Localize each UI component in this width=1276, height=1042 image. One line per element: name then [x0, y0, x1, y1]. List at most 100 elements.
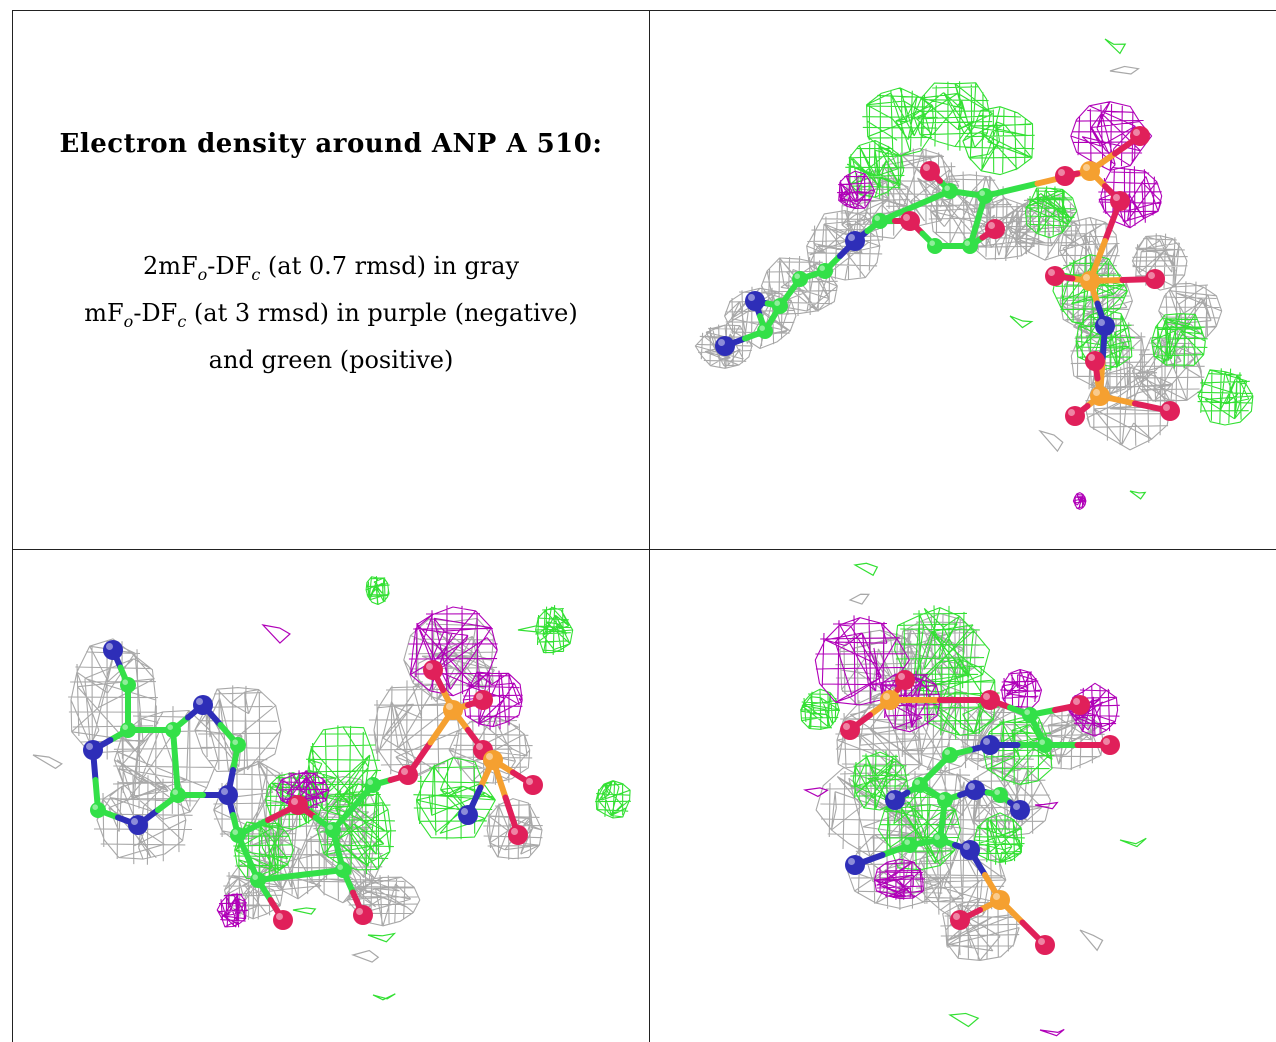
anp-view-1-atom-nitrogen-5	[845, 231, 865, 251]
anp-view-3-atom-nitrogen-13	[965, 780, 985, 800]
anp-view-2-atom-nitrogen-3	[83, 740, 103, 760]
density-view-3-drawing	[799, 562, 1147, 1037]
anp-view-2-atom-carbon-2	[120, 722, 136, 738]
caption-title: Electron density around ANP A 510:	[59, 129, 603, 159]
anp-view-2-atom-oxygen-13	[288, 795, 308, 815]
density-fragment-3b	[1079, 929, 1104, 952]
anp-view-1-atom-carbon-10	[962, 238, 978, 254]
density-fragment-3f	[948, 1012, 980, 1028]
density-fragment-1c	[1129, 490, 1147, 500]
anp-view-1-atom-oxygen-11	[985, 219, 1005, 239]
density-fragment-1e	[1104, 38, 1127, 55]
density-2fofc-mesh-2	[68, 615, 543, 927]
anp-view-2-atom-carbon-14	[325, 822, 341, 838]
density-positive-mesh-1	[845, 81, 1254, 426]
anp-view-3-atom-phosphorus-20	[990, 890, 1010, 910]
left-border	[12, 10, 13, 1042]
anp-view-3-atom-carbon-12	[937, 792, 953, 808]
density-fragment-2c	[367, 932, 397, 943]
anp-view-1-atom-carbon-14	[942, 183, 958, 199]
anp-view-2-atom-carbon-18	[365, 777, 381, 793]
anp-view-1-atom-oxygen-17	[1110, 191, 1130, 211]
anp-view-1-atom-oxygen-16	[1130, 126, 1150, 146]
anp-view-2-atom-nitrogen-10	[218, 785, 238, 805]
anp-view-1-atom-nitrogen-1	[745, 291, 765, 311]
density-negative-mesh-1	[837, 101, 1163, 510]
anp-view-1-atom-carbon-9	[927, 238, 943, 254]
anp-view-1-atom-oxygen-25	[1160, 401, 1180, 421]
density-fragment-3c	[802, 787, 829, 798]
vertical-divider	[649, 10, 650, 1042]
anp-view-2-atom-carbon-15	[335, 862, 351, 878]
anp-view-3-atom-phosphorus-0	[880, 690, 900, 710]
anp-view-3-atom-carbon-14	[992, 787, 1008, 803]
anp-view-3-atom-oxygen-7	[1070, 695, 1090, 715]
anp-view-1-atom-oxygen-24	[1065, 406, 1085, 426]
anp-view-3-atom-oxygen-6	[1100, 735, 1120, 755]
anp-view-1-atom-oxygen-13	[920, 161, 940, 181]
anp-view-1-atom-phosphorus-23	[1090, 386, 1110, 406]
anp-view-3-atom-carbon-10	[912, 777, 928, 793]
anp-view-3-atom-nitrogen-19	[845, 855, 865, 875]
caption-legend: 2mFo-DFc (at 0.7 rmsd) in gray mFo-DFc (…	[13, 247, 649, 380]
anp-view-1-bond-16a	[982, 180, 1041, 199]
caption-panel: Electron density around ANP A 510: 2mFo-…	[13, 11, 649, 549]
anp-view-1-atom-nitrogen-0	[715, 336, 735, 356]
anp-view-2-atom-carbon-6	[170, 787, 186, 803]
anp-view-2-atom-phosphorus-20	[443, 700, 463, 720]
anp-view-1-atom-carbon-4	[772, 298, 788, 314]
anp-view-1-atom-oxygen-21	[1045, 266, 1065, 286]
density-fragment-3h	[853, 562, 879, 577]
density-view-1-drawing	[694, 38, 1254, 510]
density-fragment-1a	[1109, 65, 1140, 75]
anp-view-2-atom-oxygen-22	[423, 660, 443, 680]
anp-view-1-atom-oxygen-8	[900, 211, 920, 231]
legend-line-colors: and green (positive)	[208, 345, 454, 374]
anp-view-1-atom-carbon-6	[817, 263, 833, 279]
figure-grid: Electron density around ANP A 510: 2mFo-…	[12, 10, 1276, 1042]
density-fragment-1b	[1038, 429, 1064, 453]
density-fragment-3d	[1034, 801, 1059, 810]
density-fragment-1d	[1009, 315, 1034, 329]
anp-view-1-atom-oxygen-26	[1085, 351, 1105, 371]
anp-view-3-atom-carbon-18	[902, 837, 918, 853]
anp-view-2-atom-oxygen-19	[398, 765, 418, 785]
anp-view-2-atom-nitrogen-26	[458, 805, 478, 825]
anp-view-2-atom-oxygen-27	[508, 825, 528, 845]
anp-view-3-atom-carbon-16	[932, 832, 948, 848]
anp-view-3-atom-oxygen-22	[1035, 935, 1055, 955]
anp-view-2-atom-carbon-7	[165, 722, 181, 738]
anp-view-2-atom-phosphorus-24	[483, 750, 503, 770]
anp-view-2-atom-carbon-12	[250, 872, 266, 888]
anp-view-2-atom-oxygen-25	[523, 775, 543, 795]
legend-line-2fofc: 2mFo-DFc (at 0.7 rmsd) in gray	[142, 252, 520, 284]
density-view-3	[650, 550, 1276, 1042]
density-view-2	[13, 550, 649, 1042]
anp-view-1-atom-carbon-3	[792, 271, 808, 287]
anp-view-2-atom-carbon-11	[230, 827, 246, 843]
anp-view-3-atom-carbon-5	[1037, 737, 1053, 753]
anp-view-3-atom-nitrogen-17	[960, 840, 980, 860]
anp-view-2-atom-carbon-1	[120, 677, 136, 693]
anp-view-2-atom-nitrogen-5	[128, 815, 148, 835]
anp-view-2-atom-nitrogen-0	[103, 640, 123, 660]
anp-view-3-atom-nitrogen-11	[885, 790, 905, 810]
legend-line-fofc: mFo-DFc (at 3 rmsd) in purple (negative)	[84, 298, 578, 331]
density-fragment-3a	[848, 593, 870, 605]
anp-view-2-atom-oxygen-17	[273, 910, 293, 930]
anp-view-1-atom-carbon-12	[977, 188, 993, 204]
anp-view-1-atom-oxygen-18	[1055, 166, 1075, 186]
density-fragment-2a	[32, 754, 63, 770]
anp-view-3-atom-carbon-9	[942, 747, 958, 763]
anp-view-3-atom-oxygen-2	[895, 670, 915, 690]
anp-view-1-atom-phosphorus-19	[1080, 271, 1100, 291]
anp-view-1-atom-nitrogen-22	[1095, 316, 1115, 336]
anp-view-1-atom-oxygen-20	[1145, 269, 1165, 289]
anp-view-2-atom-carbon-9	[230, 737, 246, 753]
anp-view-3-atom-oxygen-1	[840, 720, 860, 740]
density-fragment-3e	[1039, 1028, 1065, 1037]
anp-view-1-atom-carbon-2	[757, 323, 773, 339]
density-fragment-2d	[292, 907, 317, 915]
anp-view-1-atom-phosphorus-15	[1080, 161, 1100, 181]
density-fragment-2e	[261, 624, 291, 644]
